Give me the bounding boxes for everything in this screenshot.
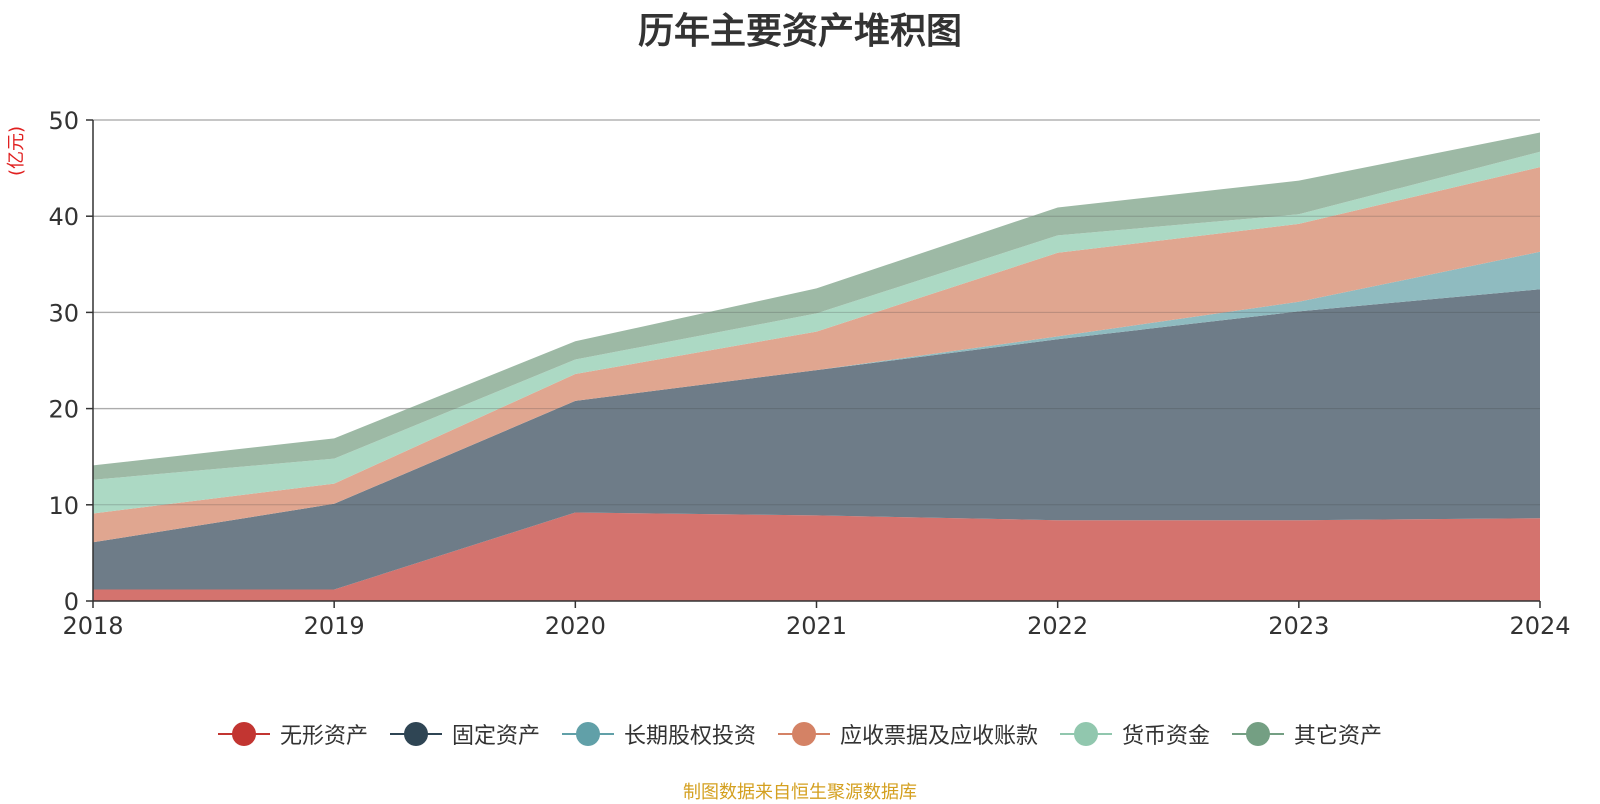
legend-marker <box>1232 722 1285 746</box>
y-tick-label-1: 10 <box>48 492 79 520</box>
legend-item-1[interactable]: 固定资产 <box>389 718 540 750</box>
x-tick-label-0: 2018 <box>62 612 123 640</box>
area-series-3 <box>93 167 1540 543</box>
legend-marker <box>1060 722 1113 746</box>
y-tick-label-3: 30 <box>48 299 79 327</box>
x-tick-label-3: 2021 <box>786 612 847 640</box>
legend-item-5[interactable]: 其它资产 <box>1232 718 1382 750</box>
legend-label: 无形资产 <box>279 724 368 749</box>
legend-marker <box>389 722 442 746</box>
legend-label: 其它资产 <box>1294 724 1383 749</box>
area-series-5 <box>93 132 1540 480</box>
legend-item-3[interactable]: 应收票据及应收账款 <box>778 718 1038 750</box>
legend-item-2[interactable]: 长期股权投资 <box>561 718 756 750</box>
x-tick-label-2: 2020 <box>545 612 606 640</box>
area-series-4 <box>93 151 1540 514</box>
area-series-0 <box>93 512 1540 601</box>
legend-marker <box>561 722 614 746</box>
legend-marker <box>217 722 270 746</box>
data-source-note: 制图数据来自恒生聚源数据库 <box>683 782 917 803</box>
legend-item-0[interactable]: 无形资产 <box>217 718 368 750</box>
x-tick-label-5: 2023 <box>1268 612 1329 640</box>
y-tick-label-5: 50 <box>48 107 79 135</box>
y-tick-label-2: 20 <box>48 396 79 424</box>
legend-label: 固定资产 <box>451 724 540 749</box>
x-tick-label-6: 2024 <box>1509 612 1570 640</box>
legend-marker <box>778 722 830 746</box>
y-tick-label-0: 0 <box>64 588 79 616</box>
legend-item-4[interactable]: 货币资金 <box>1060 718 1210 750</box>
area-series-2 <box>93 251 1540 543</box>
x-tick-label-4: 2022 <box>1027 612 1088 640</box>
area-series-1 <box>93 289 1540 590</box>
chart-title: 历年主要资产堆积图 <box>637 11 962 52</box>
x-tick-label-1: 2019 <box>304 612 365 640</box>
chart-legend[interactable]: 无形资产 固定资产 长期股权投资 应收票据及应收账款 货币资金 其它资产 <box>0 718 1600 750</box>
legend-label: 应收票据及应收账款 <box>840 724 1039 749</box>
legend-label: 长期股权投资 <box>623 724 756 749</box>
y-tick-label-4: 40 <box>48 203 79 231</box>
legend-label: 货币资金 <box>1122 724 1211 749</box>
